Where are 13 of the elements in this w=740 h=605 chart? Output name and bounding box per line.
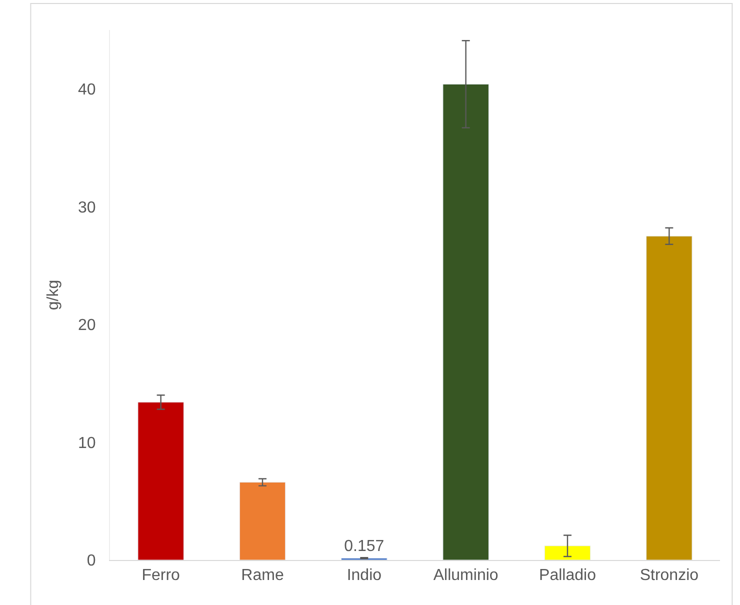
x-tick-label: Rame xyxy=(241,567,284,584)
x-tick-label: Indio xyxy=(346,567,382,584)
data-label: 0.157 xyxy=(344,538,384,556)
x-tick-label: Ferro xyxy=(142,567,180,584)
y-axis-title: g/kg xyxy=(44,280,62,310)
x-tick-label: Palladio xyxy=(539,567,596,584)
y-tick-label: 0 xyxy=(86,552,96,570)
x-tick-label: Alluminio xyxy=(433,567,498,584)
y-tick-label: 30 xyxy=(78,199,96,216)
y-tick-label: 40 xyxy=(78,81,96,98)
y-tick-label: 20 xyxy=(78,317,96,334)
x-tick-label: Stronzio xyxy=(640,567,699,584)
y-tick-label: 10 xyxy=(78,434,96,452)
